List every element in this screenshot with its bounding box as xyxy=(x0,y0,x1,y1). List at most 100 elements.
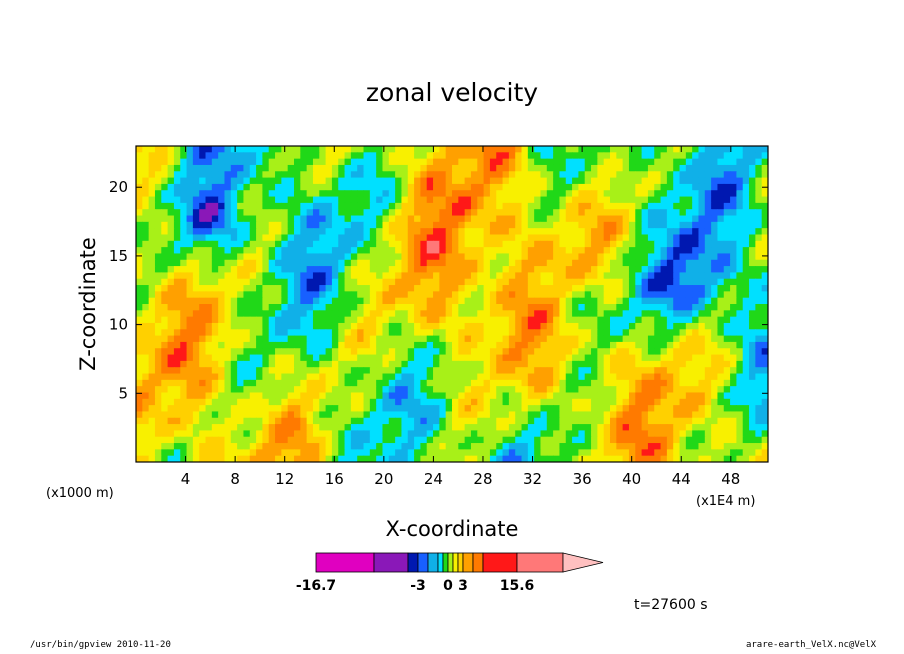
field-cell xyxy=(610,411,617,419)
field-cell xyxy=(142,379,150,387)
field-cell xyxy=(275,316,282,324)
field-cell xyxy=(186,266,194,273)
field-cell xyxy=(584,379,592,387)
field-cell xyxy=(635,430,643,438)
field-cell xyxy=(496,234,504,242)
field-cell xyxy=(218,183,226,191)
field-cell xyxy=(458,177,466,185)
field-cell xyxy=(464,322,472,330)
field-cell xyxy=(275,209,282,217)
field-cell xyxy=(591,209,598,217)
field-cell xyxy=(306,215,314,223)
field-cell xyxy=(584,171,592,179)
field-cell xyxy=(761,253,768,261)
field-cell xyxy=(742,341,750,349)
field-cell xyxy=(698,354,706,362)
field-cell xyxy=(717,417,725,425)
field-cell xyxy=(357,215,365,223)
field-cell xyxy=(717,335,725,343)
field-cell xyxy=(742,234,750,242)
field-cell xyxy=(395,443,403,450)
field-cell xyxy=(407,190,415,198)
field-cell xyxy=(224,424,232,431)
field-cell xyxy=(186,171,194,179)
field-cell xyxy=(199,367,207,375)
field-cell xyxy=(420,253,428,261)
field-cell xyxy=(262,259,270,267)
field-cell xyxy=(502,310,510,318)
field-cell xyxy=(730,164,737,172)
field-cell xyxy=(167,348,175,356)
field-cell xyxy=(186,316,194,324)
field-cell xyxy=(723,417,731,425)
field-cell xyxy=(363,209,371,217)
field-cell xyxy=(445,455,453,462)
field-cell xyxy=(331,177,339,185)
field-cell xyxy=(186,405,194,413)
field-cell xyxy=(591,341,598,349)
field-cell xyxy=(679,367,687,375)
field-cell xyxy=(685,240,693,248)
field-cell xyxy=(420,304,428,311)
field-cell xyxy=(388,455,396,462)
field-cell xyxy=(641,234,649,242)
field-cell xyxy=(616,202,624,210)
field-cell xyxy=(610,228,617,236)
field-cell xyxy=(654,392,662,400)
field-cell xyxy=(477,152,485,160)
field-cell xyxy=(205,379,213,387)
field-cell xyxy=(666,455,674,462)
field-cell xyxy=(704,322,712,330)
field-cell xyxy=(407,171,415,179)
field-cell xyxy=(660,152,668,160)
field-cell xyxy=(452,341,459,349)
field-cell xyxy=(268,158,276,166)
field-cell xyxy=(641,322,649,330)
field-cell xyxy=(142,171,150,179)
field-cell xyxy=(407,247,415,255)
field-cell xyxy=(205,215,213,223)
field-cell xyxy=(489,171,497,179)
field-cell xyxy=(464,367,472,375)
field-cell xyxy=(205,455,213,462)
field-cell xyxy=(199,335,207,343)
field-cell xyxy=(622,379,630,387)
field-cell xyxy=(142,240,150,248)
field-cell xyxy=(496,398,504,406)
field-cell xyxy=(369,455,377,462)
field-cell xyxy=(300,322,308,330)
field-cell xyxy=(742,449,750,457)
field-cell xyxy=(167,266,175,273)
field-cell xyxy=(749,373,756,381)
field-cell xyxy=(363,348,371,356)
field-cell xyxy=(338,392,346,400)
field-cell xyxy=(439,449,447,457)
field-cell xyxy=(136,240,143,248)
field-cell xyxy=(205,373,213,381)
field-cell xyxy=(489,285,497,292)
field-cell xyxy=(673,373,681,381)
field-cell xyxy=(610,310,617,318)
field-cell xyxy=(312,253,320,261)
field-cell xyxy=(502,354,510,362)
field-cell xyxy=(502,152,510,160)
field-cell xyxy=(287,316,295,324)
field-cell xyxy=(281,266,289,273)
field-cell xyxy=(742,247,750,255)
field-cell xyxy=(382,398,390,406)
field-cell xyxy=(610,304,617,311)
field-cell xyxy=(180,449,188,457)
field-cell xyxy=(414,196,421,204)
field-cell xyxy=(275,411,282,419)
field-cell xyxy=(527,228,535,236)
field-cell xyxy=(363,322,371,330)
field-cell xyxy=(344,190,352,198)
field-cell xyxy=(312,455,320,462)
field-cell xyxy=(312,405,320,413)
field-cell xyxy=(414,278,421,286)
field-cell xyxy=(698,285,706,292)
field-cell xyxy=(136,335,143,343)
field-cell xyxy=(572,183,579,191)
field-cell xyxy=(527,221,535,229)
field-cell xyxy=(395,449,403,457)
